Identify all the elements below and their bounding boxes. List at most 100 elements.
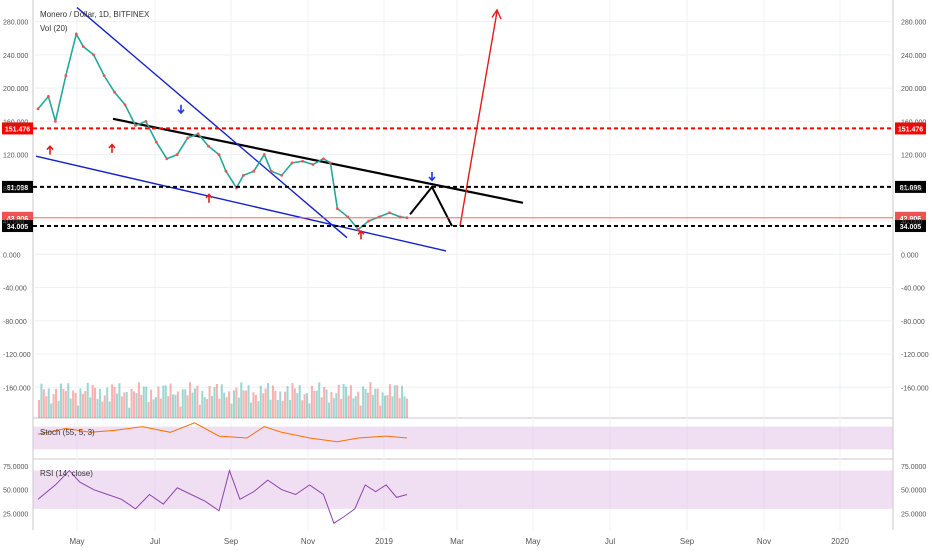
volume-bar [135,393,138,418]
down-arrow-blue [428,172,436,182]
volume-bar [55,388,58,418]
volume-bar [327,402,330,418]
volume-bar [179,406,182,418]
x-tick-label: Jul [150,537,160,546]
down-arrow-blue [177,104,185,115]
x-tick-label: Nov [301,537,315,546]
y-tick-label-left: -80.000 [3,319,27,326]
price-point [356,227,360,231]
rsi-tick-left: 75.0000 [3,464,28,471]
price-label-right-bg [895,122,926,135]
volume-bar [342,384,345,418]
volume-bar [79,388,82,418]
price-point [113,90,116,94]
volume-bar [59,383,62,418]
volume-bar [369,382,372,418]
volume-bar [259,385,262,418]
volume-bar [308,403,311,418]
price-series [36,31,409,231]
volume-bar [89,397,92,418]
volume-bar [218,398,221,418]
volume-bar [242,390,245,418]
volume-bar [154,397,157,418]
axes: 280.000 280.000 240.000 240.000 200.000 200.0… [3,20,929,546]
volume-bar [247,385,250,418]
volume-bar [176,391,179,418]
price-point [207,144,210,148]
volume-bar [111,384,114,418]
x-tick-label: Nov [757,537,771,546]
volume-bar [203,397,206,418]
volume-bar [349,385,352,418]
volume-bar [162,385,165,418]
volume-bar [142,386,145,418]
y-tick-label-right: -160.000 [901,385,929,392]
volume-bar [115,393,118,418]
price-point [47,95,50,98]
volume-bar [147,401,150,418]
price-point [241,173,245,177]
volume-bar [337,384,340,418]
price-point [186,136,190,140]
volume-bar [81,393,84,418]
volume-bar [293,388,296,418]
x-tick-label: May [69,537,84,546]
volume-bar [191,392,194,418]
y-tick-label-right: 200.000 [901,86,926,93]
volume-bar [381,392,384,418]
volume-bar [152,399,155,418]
volume-bar [223,392,226,418]
price-point [92,53,96,57]
volume-bar [384,395,387,418]
price-label-right-bg [895,180,926,193]
volume-bar [57,400,60,418]
price-point [269,169,273,173]
volume-bar [235,387,238,418]
volume-bar [64,391,67,418]
volume-bar [62,388,65,418]
price-point [36,107,40,111]
volume-bar [211,395,214,418]
volume-bar [237,397,240,418]
price-label-left: 34.005 [7,224,29,231]
volume-bar [340,398,343,418]
y-tick-label-right: 0.000 [901,252,919,259]
volume-bar [189,382,192,418]
volume-bar [206,399,209,418]
rsi-tick-right: 50.0000 [901,488,926,495]
up-arrow-red [205,193,213,203]
price-point [54,119,57,123]
rsi-tick-right: 25.0000 [901,512,926,519]
volume-bar [228,391,231,418]
volume-bar [72,390,75,418]
volume-bar [96,399,99,418]
volume-bar [301,400,304,418]
x-tick-label: 2019 [375,537,393,546]
volume-bar [125,392,128,418]
price-point [154,140,158,144]
volume-bar [303,394,306,418]
price-point [280,173,284,177]
price-label-left-bg [2,122,33,135]
volume-bar [376,388,379,418]
price-point [123,103,127,107]
volume-bar [42,389,45,418]
volume-bar [354,396,357,418]
rsi-tick-left: 25.0000 [3,512,28,519]
rsi-tick-left: 50.0000 [3,488,28,495]
y-tick-label-right: 280.000 [901,20,926,27]
volume-bar [220,384,223,418]
price-point [175,153,179,156]
volume-bar [379,405,382,418]
price-label-right: 34.005 [900,224,922,231]
volume-bar [374,388,377,418]
up-arrow-red [46,145,54,155]
x-tick-label: Jul [605,537,615,546]
volume-bar [274,390,277,418]
volume-bar [225,397,228,418]
volume-bar [86,382,89,418]
y-tick-label-left: 280.000 [3,20,28,27]
